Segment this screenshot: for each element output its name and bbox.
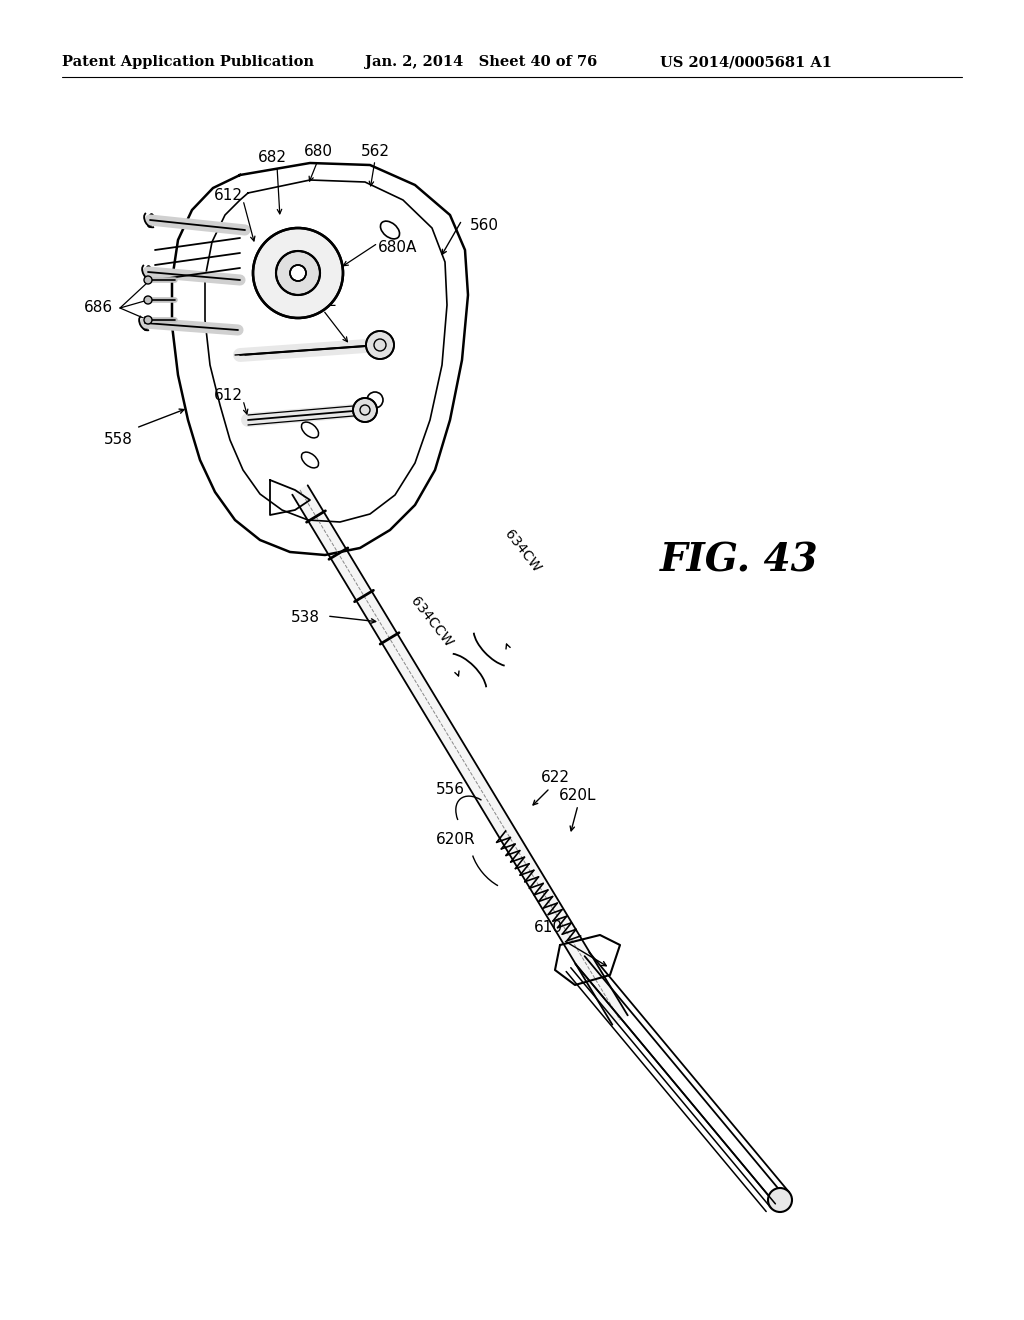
Text: 634CCW: 634CCW xyxy=(408,594,456,649)
Circle shape xyxy=(144,315,152,323)
Circle shape xyxy=(144,276,152,284)
Text: FIG. 43: FIG. 43 xyxy=(660,541,818,579)
Circle shape xyxy=(144,296,152,304)
Text: Patent Application Publication: Patent Application Publication xyxy=(62,55,314,69)
Text: 620L: 620L xyxy=(559,788,597,803)
Text: 556: 556 xyxy=(435,783,465,797)
Circle shape xyxy=(366,331,394,359)
Text: 558: 558 xyxy=(103,433,132,447)
Text: US 2014/0005681 A1: US 2014/0005681 A1 xyxy=(660,55,831,69)
Text: 612: 612 xyxy=(213,388,243,403)
Circle shape xyxy=(276,251,319,294)
Text: 682: 682 xyxy=(257,150,287,165)
Circle shape xyxy=(290,265,306,281)
Text: 680: 680 xyxy=(303,144,333,160)
Polygon shape xyxy=(292,486,628,1024)
Text: 562: 562 xyxy=(360,144,389,160)
Text: 686: 686 xyxy=(83,301,113,315)
Text: 622: 622 xyxy=(541,771,569,785)
Text: Jan. 2, 2014   Sheet 40 of 76: Jan. 2, 2014 Sheet 40 of 76 xyxy=(365,55,597,69)
Text: 538: 538 xyxy=(291,610,319,626)
Circle shape xyxy=(253,228,343,318)
Text: 610: 610 xyxy=(534,920,562,936)
Text: 680A: 680A xyxy=(378,240,418,256)
Circle shape xyxy=(353,399,377,422)
Circle shape xyxy=(768,1188,792,1212)
Text: 634CW: 634CW xyxy=(502,527,544,576)
Text: 620R: 620R xyxy=(436,833,476,847)
Text: 612: 612 xyxy=(213,187,243,202)
Text: 560: 560 xyxy=(470,218,499,232)
Text: 612: 612 xyxy=(308,294,338,309)
